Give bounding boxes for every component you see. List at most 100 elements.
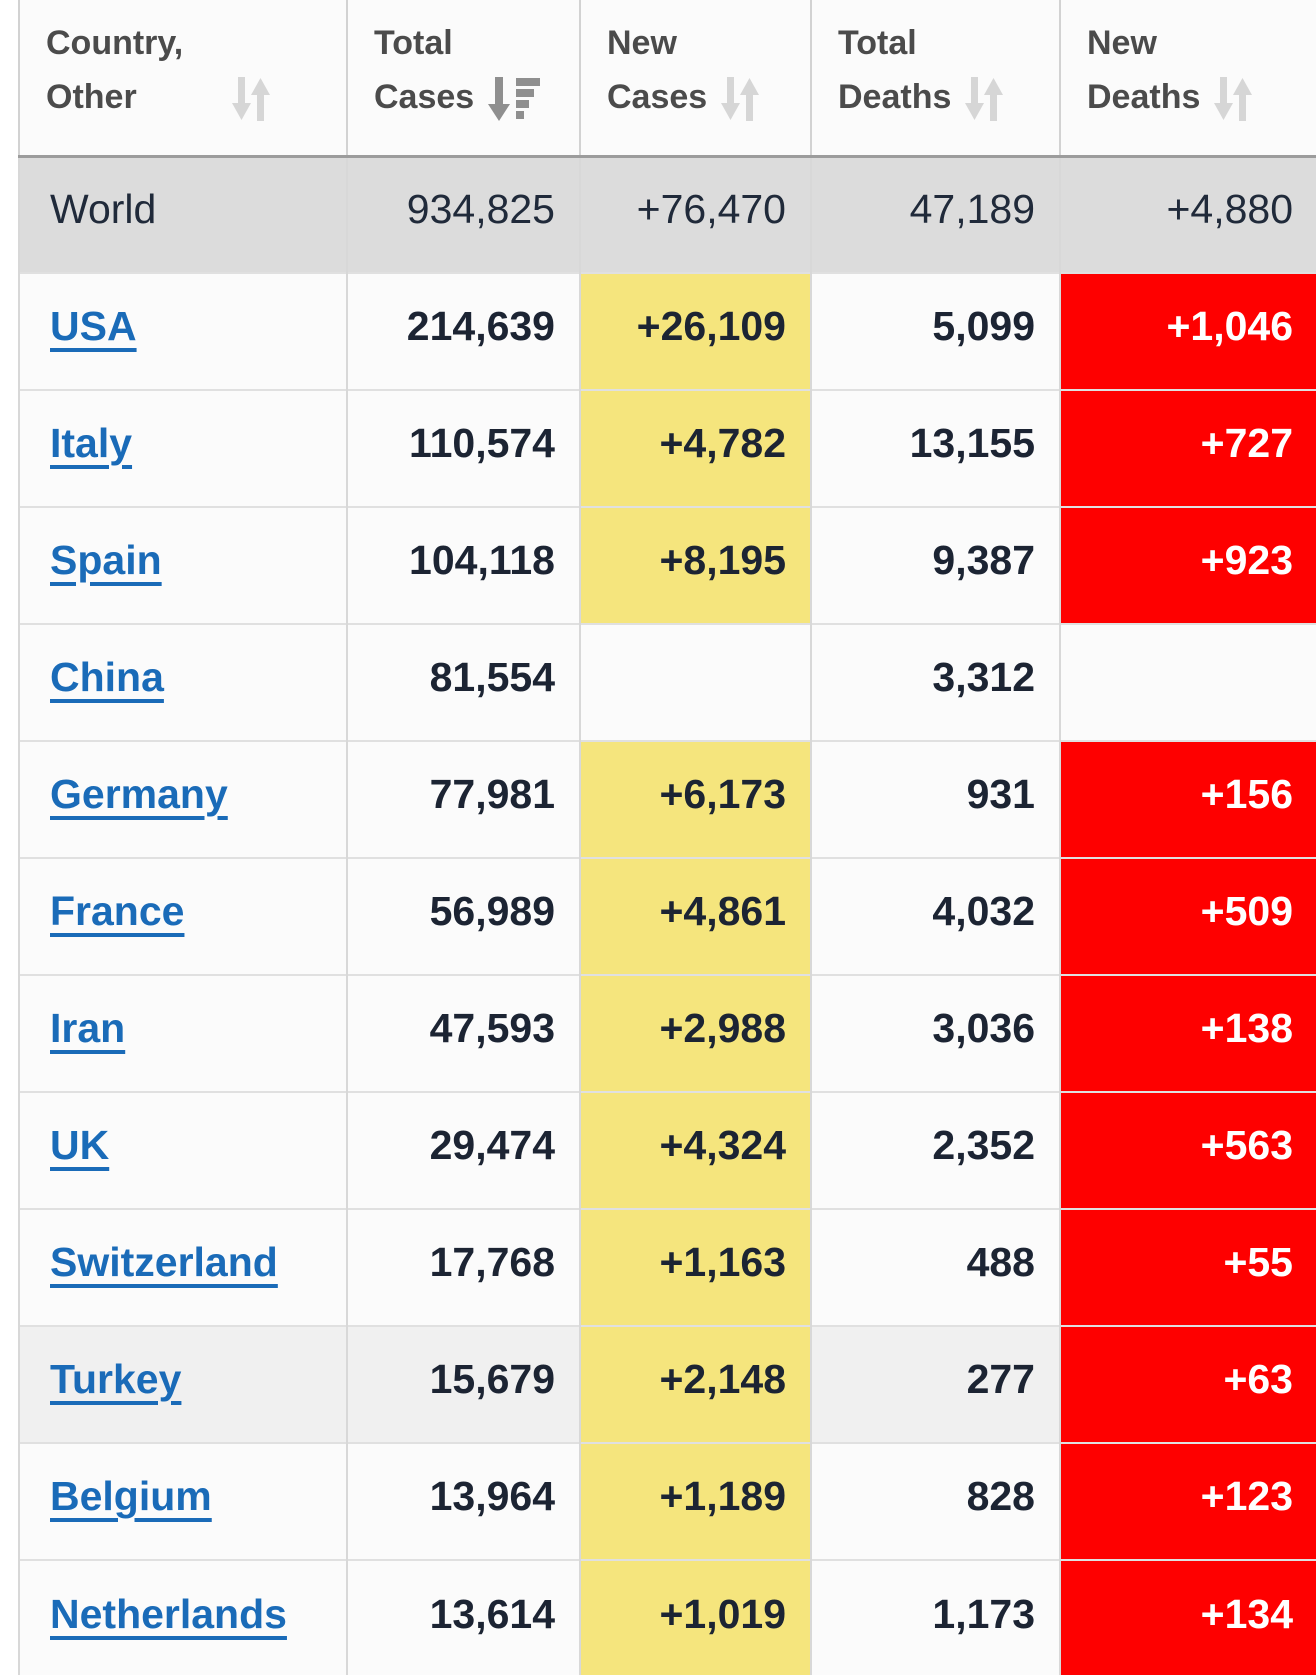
sort-toggle-icon [232,77,270,121]
world-new-cases-cell: +76,470 [580,154,812,273]
table-row: UK 29,474 +4,324 2,352 +563 [18,1091,1316,1209]
header-label-line2: Deaths [1087,78,1201,116]
country-cell: Turkey [18,1325,348,1443]
total-cases-cell: 29,474 [347,1091,581,1209]
country-cell: UK [18,1091,348,1209]
new-deaths-cell: +134 [1060,1559,1316,1675]
table-row: Belgium 13,964 +1,189 828 +123 [18,1442,1316,1560]
country-cell: Netherlands [18,1559,348,1675]
total-cases-cell: 13,614 [347,1559,581,1675]
new-cases-cell: +4,782 [580,389,812,507]
new-deaths-cell: +563 [1060,1091,1316,1209]
header-label-line1: Total [374,24,453,62]
header-new-deaths[interactable]: New Deaths [1060,0,1316,156]
total-cases-cell: 214,639 [347,272,581,390]
header-row: Country, Other [18,0,1316,156]
table-row: China 81,554 3,312 [18,623,1316,741]
country-link[interactable]: Switzerland [50,1239,278,1285]
new-deaths-cell: +923 [1060,506,1316,624]
country-link[interactable]: Turkey [50,1356,182,1402]
country-cell: Spain [18,506,348,624]
new-cases-cell: +4,861 [580,857,812,975]
table-header: Country, Other [18,0,1316,156]
world-new-deaths-cell: +4,880 [1060,154,1316,273]
sort-toggle-icon [1214,77,1253,121]
new-deaths-cell [1060,623,1316,741]
table-row: Spain 104,118 +8,195 9,387 +923 [18,506,1316,624]
total-cases-cell: 110,574 [347,389,581,507]
country-link[interactable]: Germany [50,771,228,817]
total-cases-cell: 81,554 [347,623,581,741]
header-label-line2: Other [46,78,137,116]
total-deaths-cell: 4,032 [811,857,1061,975]
world-total-deaths-cell: 47,189 [811,154,1061,273]
new-deaths-cell: +55 [1060,1208,1316,1326]
header-total-deaths[interactable]: Total Deaths [811,0,1061,156]
new-cases-cell: +4,324 [580,1091,812,1209]
new-deaths-cell: +123 [1060,1442,1316,1560]
table-row: Italy 110,574 +4,782 13,155 +727 [18,389,1316,507]
total-cases-cell: 56,989 [347,857,581,975]
header-new-cases[interactable]: New Cases [580,0,812,156]
total-cases-cell: 47,593 [347,974,581,1092]
header-label-line1: New [607,24,677,62]
header-label-line2: Cases [374,78,475,116]
country-link[interactable]: Spain [50,537,162,583]
country-link[interactable]: Italy [50,420,133,466]
total-deaths-cell: 277 [811,1325,1061,1443]
total-deaths-cell: 828 [811,1442,1061,1560]
table-row: Switzerland 17,768 +1,163 488 +55 [18,1208,1316,1326]
country-link[interactable]: USA [50,303,137,349]
country-cell: Iran [18,974,348,1092]
covid-stats-table: Country, Other [18,0,1316,1675]
new-cases-cell: +1,019 [580,1559,812,1675]
header-label-line1: New [1087,24,1157,62]
total-deaths-cell: 931 [811,740,1061,858]
country-link[interactable]: Belgium [50,1473,212,1519]
total-deaths-cell: 488 [811,1208,1061,1326]
total-deaths-cell: 3,312 [811,623,1061,741]
new-deaths-cell: +63 [1060,1325,1316,1443]
table-row: France 56,989 +4,861 4,032 +509 [18,857,1316,975]
new-deaths-cell: +156 [1060,740,1316,858]
table-row: USA 214,639 +26,109 5,099 +1,046 [18,272,1316,390]
new-deaths-cell: +138 [1060,974,1316,1092]
country-link[interactable]: China [50,654,164,700]
new-deaths-cell: +1,046 [1060,272,1316,390]
header-label-line2: Cases [607,78,708,116]
new-cases-cell: +2,988 [580,974,812,1092]
new-cases-cell: +8,195 [580,506,812,624]
country-link[interactable]: France [50,888,185,934]
country-link[interactable]: UK [50,1122,110,1168]
table-row: Netherlands 13,614 +1,019 1,173 +134 [18,1559,1316,1675]
total-cases-cell: 77,981 [347,740,581,858]
table-row: Turkey 15,679 +2,148 277 +63 [18,1325,1316,1443]
header-label-line1: Total [838,24,917,62]
country-link[interactable]: Iran [50,1005,126,1051]
table-body: World 934,825 +76,470 47,189 +4,880 USA … [18,154,1316,1675]
country-cell: Germany [18,740,348,858]
header-total-cases[interactable]: Total Cases [347,0,581,156]
country-cell: Belgium [18,1442,348,1560]
new-cases-cell [580,623,812,741]
new-cases-cell: +1,163 [580,1208,812,1326]
new-deaths-cell: +509 [1060,857,1316,975]
new-cases-cell: +1,189 [580,1442,812,1560]
total-deaths-cell: 13,155 [811,389,1061,507]
country-cell: China [18,623,348,741]
country-cell: USA [18,272,348,390]
total-deaths-cell: 5,099 [811,272,1061,390]
country-link[interactable]: Netherlands [50,1590,287,1637]
new-deaths-cell: +727 [1060,389,1316,507]
total-cases-cell: 104,118 [347,506,581,624]
country-cell: Switzerland [18,1208,348,1326]
new-cases-cell: +2,148 [580,1325,812,1443]
sort-toggle-icon [965,77,1004,121]
world-label-cell: World [18,154,348,273]
world-row: World 934,825 +76,470 47,189 +4,880 [18,154,1316,273]
total-deaths-cell: 3,036 [811,974,1061,1092]
world-total-cases-cell: 934,825 [347,154,581,273]
header-country-other[interactable]: Country, Other [18,0,348,156]
new-cases-cell: +26,109 [580,272,812,390]
